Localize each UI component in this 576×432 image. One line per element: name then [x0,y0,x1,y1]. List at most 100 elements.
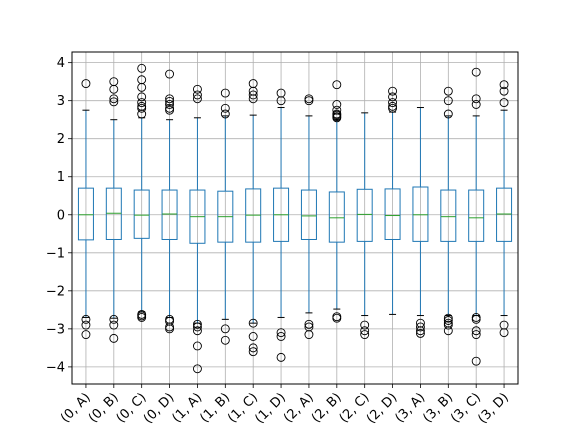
outlier-point [443,313,453,323]
outlier-point [471,330,481,340]
iqr-box [356,188,373,242]
outlier-point [192,322,202,332]
iqr-box [468,189,485,242]
iqr-box [328,191,345,243]
outlier-point [81,320,91,330]
outlier-point [109,314,119,324]
iqr-box [384,188,401,240]
outlier-point [415,322,425,332]
outlier-point [276,352,286,362]
outlier-point [248,90,258,100]
outlier-point [192,90,202,100]
outlier-point [332,113,342,123]
y-tick-label: 0 [57,208,65,223]
outlier-point [109,84,119,94]
outlier-point [109,94,119,104]
outlier-point [248,347,258,357]
y-tick-label: 2 [57,132,65,147]
outlier-point [499,86,509,96]
outlier-point [165,96,175,106]
outlier-point [192,319,202,329]
outlier-point [248,94,258,104]
outlier-point [137,312,147,322]
outlier-point [443,320,453,330]
outlier-point [220,103,230,113]
axes-frame [71,51,519,385]
outlier-point [304,330,314,340]
outlier-point [471,356,481,366]
outlier-point [220,88,230,98]
outlier-point [276,96,286,106]
outlier-point [415,326,425,336]
y-tick-label: 4 [57,56,65,71]
outlier-point [248,343,258,353]
iqr-box [133,189,150,239]
outlier-point [388,92,398,102]
outlier-point [248,332,258,341]
outlier-point [137,92,147,102]
outlier-point [332,100,342,109]
outlier-point [137,98,147,108]
outlier-point [137,82,147,92]
outlier-point [276,332,286,341]
iqr-box [105,187,122,240]
outlier-point [443,109,453,119]
outlier-point [165,105,175,115]
iqr-box [77,187,94,241]
y-tick-label: 1 [57,170,65,185]
outlier-point [443,326,453,336]
outlier-point [192,84,202,94]
outlier-point [220,109,230,119]
outlier-point [360,320,370,330]
outlier-point [499,328,509,338]
outlier-point [276,328,286,338]
outlier-point [443,316,453,325]
iqr-box [412,186,429,242]
outlier-point [81,79,91,89]
outlier-point [165,94,175,104]
outlier-point [165,69,175,79]
outlier-point [415,328,425,338]
outlier-point [471,326,481,336]
outlier-point [443,96,453,106]
outlier-point [165,100,175,109]
outlier-point [388,86,398,96]
outlier-point [332,80,342,90]
outlier-point [499,80,509,90]
outlier-point [137,63,147,73]
outlier-point [192,364,202,374]
outlier-point [471,67,481,77]
y-tick-label: −4 [46,360,65,375]
outlier-point [109,320,119,330]
iqr-box [300,189,317,240]
outlier-point [81,314,91,324]
outlier-point [360,326,370,336]
y-tick-label: 3 [57,94,65,109]
outlier-point [165,324,175,334]
y-tick-label: −1 [46,246,65,261]
outlier-point [81,330,91,340]
outlier-point [388,98,398,108]
outlier-point [471,314,481,324]
y-tick-label: −2 [46,284,65,299]
outlier-point [192,341,202,351]
outlier-point [471,94,481,104]
outlier-point [220,335,230,345]
outlier-point [471,100,481,109]
outlier-point [332,313,342,323]
outlier-point [304,319,314,329]
outlier-point [304,96,314,106]
outlier-point [220,324,230,334]
outlier-point [192,94,202,104]
y-tick-label: −3 [46,322,65,337]
outlier-point [192,326,202,336]
outlier-point [360,330,370,340]
iqr-box [161,189,178,240]
outlier-point [109,333,119,343]
outlier-point [248,318,258,328]
outlier-point [499,98,509,108]
iqr-box [440,189,457,242]
outlier-point [109,97,119,107]
